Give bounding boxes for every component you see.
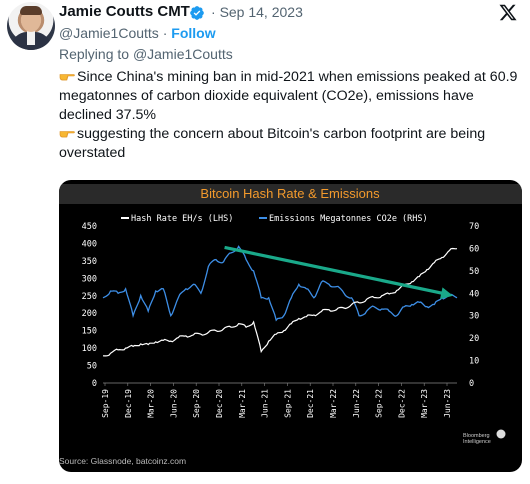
chart-title-bar (59, 184, 522, 204)
watermark-line-2: Intelligence (463, 439, 491, 445)
x-axis-tick-label: Dec-19 (124, 389, 133, 418)
date-text: Sep 14, 2023 (219, 4, 303, 20)
x-axis-tick-label: Dec-20 (215, 389, 224, 418)
x-axis-tick-label: Jun-20 (169, 389, 178, 418)
right-axis-tick-label: 40 (469, 289, 479, 299)
left-axis-tick-label: 300 (82, 274, 97, 284)
handle-separator: · (162, 25, 168, 41)
right-axis-tick-label: 50 (469, 267, 479, 277)
legend-emissions-label: Emissions Megatonnes CO2e (RHS) (269, 214, 428, 224)
author-handle[interactable]: @Jamie1Coutts (59, 25, 159, 41)
left-axis-tick-label: 150 (82, 327, 97, 337)
handle-row: @Jamie1Coutts · Follow (59, 25, 216, 41)
chart-source: Source: Glassnode, batcoinz.com (59, 456, 186, 466)
reply-prefix: Replying to (59, 46, 133, 62)
left-axis-tick-label: 400 (82, 239, 97, 249)
right-axis-tick-label: 70 (469, 222, 479, 232)
tweet-date[interactable]: · Sep 14, 2023 (211, 4, 303, 20)
x-axis-tick-label: Mar-20 (147, 389, 156, 418)
annotation-arrow-shaft (224, 245, 446, 296)
x-axis-tick-label: Sep-20 (192, 389, 201, 418)
verified-badge-icon (190, 6, 204, 20)
hashrate-series-line (102, 247, 458, 357)
annotation-arrow-head (440, 287, 453, 300)
x-axis-tick-label: Sep-22 (375, 389, 384, 418)
reply-context: Replying to @Jamie1Coutts (59, 46, 233, 62)
watermark-line-1: Bloomberg (463, 433, 490, 439)
x-axis-tick-label: Jun-21 (261, 389, 270, 418)
avatar[interactable] (7, 2, 55, 50)
x-axis-tick-label: Dec-21 (306, 389, 315, 418)
right-axis-tick-label: 30 (469, 312, 479, 322)
left-axis-tick-label: 100 (82, 344, 97, 354)
right-axis-tick-label: 60 (469, 244, 479, 254)
x-axis-tick-label: Mar-22 (329, 389, 338, 418)
right-axis-tick-label: 10 (469, 357, 479, 367)
tweet-paragraph-1: Since China's mining ban in mid-2021 whe… (59, 69, 518, 123)
right-axis-tick-label: 0 (469, 379, 474, 389)
x-axis-tick-label: Sep-19 (101, 389, 110, 418)
pointing-hand-icon (59, 74, 75, 81)
right-axis-tick-label: 20 (469, 334, 479, 344)
pointing-hand-icon (59, 131, 75, 138)
x-axis-tick-label: Sep-21 (283, 389, 292, 418)
left-axis-tick-label: 450 (82, 222, 97, 232)
x-axis-tick-label: Jun-22 (352, 389, 361, 418)
follow-button[interactable]: Follow (171, 25, 216, 41)
left-axis-tick-label: 200 (82, 309, 97, 319)
emissions-series-line (102, 245, 458, 322)
chart-image[interactable]: Bitcoin Hash Rate & Emissions Hash Rate … (59, 180, 522, 472)
x-axis-tick-label: Mar-21 (238, 389, 247, 418)
tweet-text: Since China's mining ban in mid-2021 whe… (59, 68, 525, 163)
x-axis-tick-label: Dec-22 (397, 389, 406, 418)
x-axis-tick-label: Jun-23 (443, 389, 452, 418)
chart-title: Bitcoin Hash Rate & Emissions (200, 186, 380, 201)
date-separator: · (211, 4, 216, 20)
left-axis-tick-label: 250 (82, 292, 97, 302)
hash-rate-emissions-chart: Bitcoin Hash Rate & Emissions Hash Rate … (59, 184, 522, 466)
left-axis-tick-label: 50 (87, 362, 97, 372)
reply-mention-link[interactable]: @Jamie1Coutts (132, 46, 233, 62)
left-axis-tick-label: 350 (82, 257, 97, 267)
legend-hashrate-label: Hash Rate EH/s (LHS) (131, 214, 233, 224)
author-name[interactable]: Jamie Coutts CMT (59, 3, 190, 20)
left-axis-tick-label: 0 (92, 379, 97, 389)
tweet-paragraph-2: suggesting the concern about Bitcoin's c… (59, 126, 486, 161)
x-logo-icon[interactable] (498, 3, 518, 22)
x-axis-tick-label: Mar-23 (420, 389, 429, 418)
bloomberg-logo-icon (496, 429, 506, 439)
